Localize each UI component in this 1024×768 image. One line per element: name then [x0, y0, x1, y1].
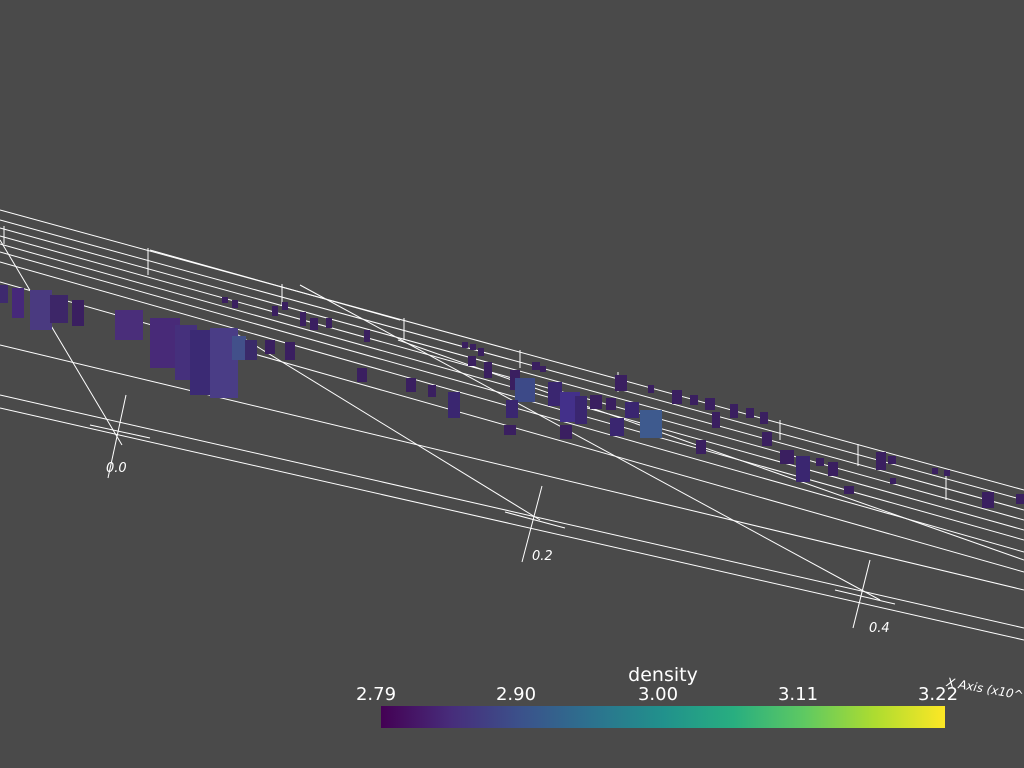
density-block-14 [222, 297, 228, 303]
x-tick-mark-2 [852, 559, 871, 629]
density-block-34 [540, 366, 546, 372]
colorbar-gradient [381, 706, 945, 728]
grid-line-0 [0, 209, 1024, 491]
density-block-50 [705, 398, 715, 410]
grid-line-9 [0, 394, 1024, 629]
density-block-37 [548, 382, 562, 406]
x-tick-label-1: 0.2 [532, 549, 553, 564]
x-tick-mark-1 [521, 485, 543, 563]
density-block-16 [272, 306, 278, 316]
density-block-67 [982, 492, 994, 508]
density-block-21 [364, 330, 370, 342]
density-block-51 [712, 412, 720, 428]
colorbar-tick-1: 2.90 [495, 684, 537, 705]
density-block-10 [232, 336, 246, 360]
grid-line-1 [0, 219, 1024, 501]
density-block-30 [484, 362, 492, 378]
grid-line-10 [0, 407, 1024, 641]
colorbar-tick-2: 3.00 [637, 684, 679, 705]
density-block-1 [12, 288, 24, 318]
density-block-61 [844, 486, 854, 494]
density-block-13 [285, 342, 295, 360]
grid-diagonal-1 [229, 329, 541, 521]
colorbar-title: density [628, 664, 698, 686]
density-block-36 [504, 425, 516, 435]
density-block-47 [648, 385, 654, 393]
density-block-0 [0, 285, 8, 303]
density-block-45 [625, 402, 639, 418]
density-block-63 [888, 456, 896, 464]
density-block-15 [232, 300, 238, 308]
density-block-17 [282, 302, 288, 310]
density-block-59 [816, 458, 824, 466]
grid-diagonal-2 [299, 284, 881, 601]
density-block-33 [532, 362, 540, 370]
grid-diagonal-4 [149, 249, 401, 321]
density-block-64 [890, 478, 896, 484]
x-tick-mark-0 [107, 394, 127, 479]
colorbar-ticks: 2.79 2.90 3.00 3.11 3.22 [356, 684, 958, 708]
grid-diagonal-0 [0, 239, 123, 446]
density-block-44 [615, 375, 627, 391]
density-block-46 [640, 410, 662, 438]
density-block-53 [746, 408, 754, 418]
density-block-28 [478, 348, 484, 356]
x-axis-ticks [89, 394, 896, 629]
density-block-3 [50, 295, 68, 323]
density-block-43 [610, 418, 624, 436]
density-block-22 [357, 368, 367, 382]
density-block-41 [590, 395, 602, 409]
density-block-62 [876, 452, 886, 470]
colorbar-tick-0: 2.79 [355, 684, 397, 705]
density-block-40 [560, 425, 572, 439]
density-block-32 [515, 378, 535, 402]
density-block-49 [690, 395, 698, 405]
density-block-55 [696, 440, 706, 454]
grid-line-8 [0, 344, 1024, 591]
grid-line-5 [0, 251, 1024, 541]
colorbar-tick-4: 3.22 [917, 684, 959, 705]
density-colorbar: density 2.79 2.90 3.00 3.11 3.22 [356, 664, 958, 734]
density-block-42 [606, 398, 616, 410]
x-tick-cross-0 [89, 424, 151, 439]
density-block-26 [462, 342, 468, 348]
density-block-23 [406, 378, 416, 392]
density-block-5 [115, 310, 143, 340]
x-tick-cross-2 [834, 589, 896, 605]
density-block-29 [468, 356, 476, 366]
density-block-60 [828, 462, 838, 476]
density-block-2 [30, 290, 52, 330]
x-tick-label-2: 0.4 [869, 621, 890, 636]
density-block-20 [326, 318, 332, 328]
density-block-68 [1016, 494, 1024, 504]
colorbar-tick-3: 3.11 [777, 684, 819, 705]
density-block-66 [944, 470, 950, 476]
grid-line-2 [0, 227, 1024, 511]
density-block-11 [245, 340, 257, 360]
density-block-24 [428, 385, 436, 397]
density-block-56 [762, 432, 772, 446]
density-block-4 [72, 300, 84, 326]
density-block-52 [730, 404, 738, 418]
density-block-65 [932, 468, 938, 474]
x-tick-cross-1 [504, 511, 566, 529]
density-block-57 [780, 450, 794, 464]
density-block-54 [760, 412, 768, 424]
density-block-58 [796, 456, 810, 482]
grid-diagonal-3 [397, 339, 1024, 561]
x-tick-label-0: 0.0 [106, 461, 127, 476]
density-block-27 [470, 344, 476, 350]
density-block-35 [506, 400, 518, 418]
density-block-18 [300, 312, 306, 326]
density-block-48 [672, 390, 682, 404]
density-block-12 [265, 340, 275, 354]
density-blocks [0, 285, 1024, 508]
density-block-39 [575, 396, 587, 424]
density-block-25 [448, 392, 460, 418]
density-block-19 [310, 318, 318, 330]
